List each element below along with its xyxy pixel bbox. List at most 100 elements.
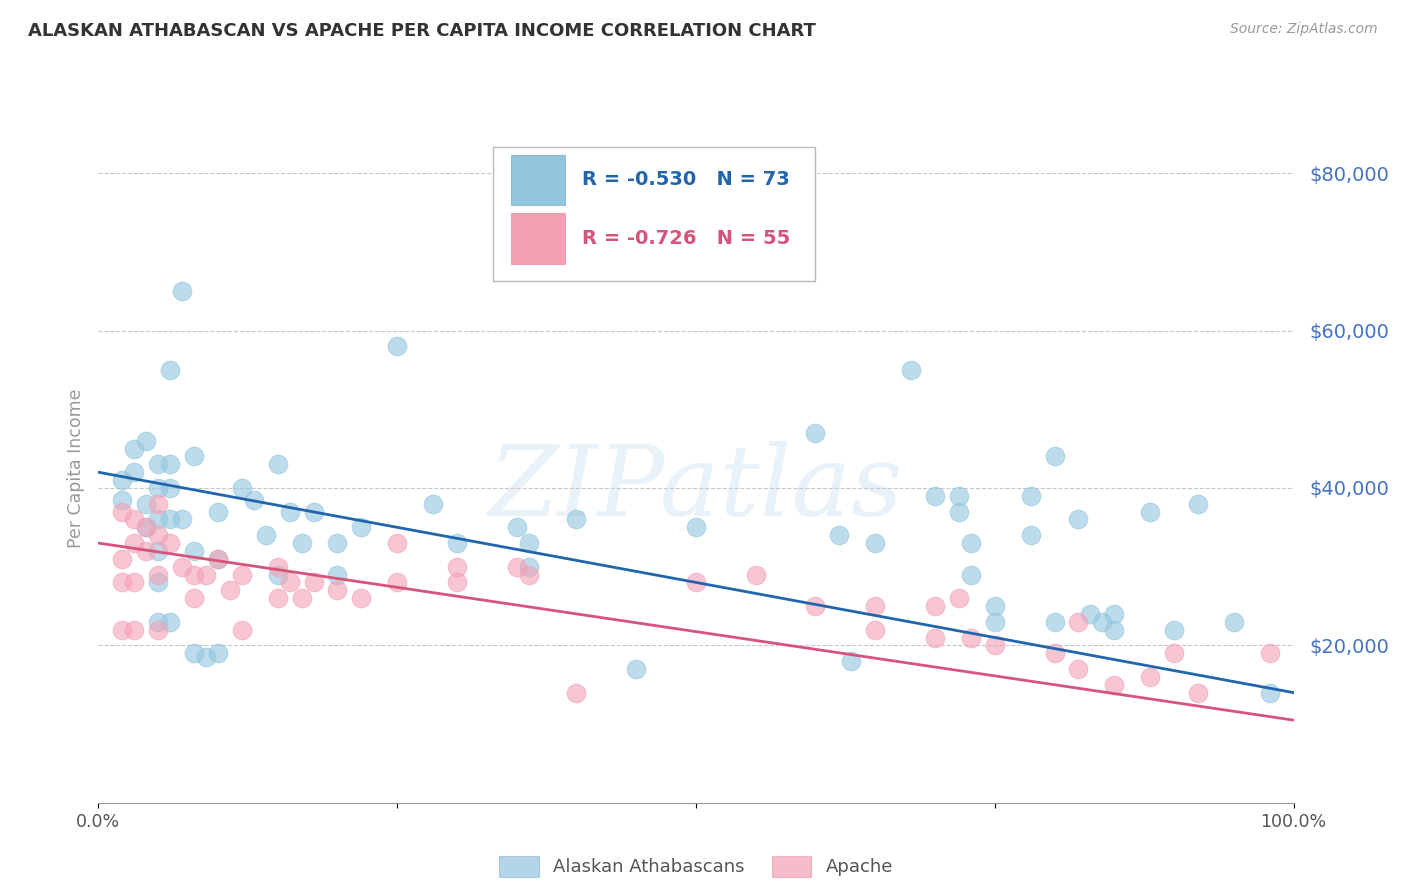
Point	[172, 284, 194, 298]
Point	[124, 575, 146, 590]
Point	[290, 591, 312, 606]
Point	[159, 512, 181, 526]
Point	[124, 465, 146, 479]
Point	[1067, 615, 1090, 629]
Point	[194, 567, 217, 582]
Point	[385, 575, 409, 590]
Point	[1019, 489, 1042, 503]
Point	[385, 339, 409, 353]
Point	[1043, 450, 1066, 464]
Point	[1019, 528, 1042, 542]
Point	[685, 575, 707, 590]
Point	[135, 544, 157, 558]
Point	[172, 559, 194, 574]
Point	[159, 615, 181, 629]
Point	[1139, 505, 1161, 519]
Point	[517, 567, 540, 582]
Point	[231, 567, 253, 582]
Point	[326, 536, 349, 550]
Point	[350, 520, 373, 534]
Point	[506, 559, 529, 574]
Point	[517, 536, 540, 550]
Point	[1222, 615, 1246, 629]
Bar	[510, 154, 565, 205]
Point	[219, 583, 242, 598]
Point	[278, 575, 301, 590]
Point	[111, 492, 134, 507]
Point	[267, 567, 290, 582]
Point	[111, 505, 134, 519]
Point	[1067, 662, 1090, 676]
Text: ALASKAN ATHABASCAN VS APACHE PER CAPITA INCOME CORRELATION CHART: ALASKAN ATHABASCAN VS APACHE PER CAPITA …	[28, 22, 815, 40]
Point	[148, 615, 170, 629]
Point	[159, 536, 181, 550]
Point	[183, 567, 205, 582]
Point	[302, 575, 325, 590]
Point	[863, 599, 886, 613]
Point	[1258, 685, 1281, 699]
Point	[745, 567, 768, 582]
Point	[1102, 623, 1125, 637]
Point	[183, 544, 205, 558]
Point	[948, 591, 970, 606]
Point	[1102, 607, 1125, 621]
Point	[924, 631, 946, 645]
Point	[446, 575, 468, 590]
Point	[135, 497, 157, 511]
Point	[506, 520, 529, 534]
Point	[1080, 607, 1102, 621]
Legend: Alaskan Athabascans, Apache: Alaskan Athabascans, Apache	[492, 849, 900, 884]
Point	[804, 425, 827, 440]
Point	[111, 575, 134, 590]
Point	[124, 536, 146, 550]
Point	[148, 528, 170, 542]
Point	[959, 631, 981, 645]
Text: R = -0.726   N = 55: R = -0.726 N = 55	[582, 229, 790, 248]
Point	[254, 528, 277, 542]
Point	[1043, 646, 1066, 660]
Point	[983, 615, 1005, 629]
Point	[148, 481, 170, 495]
Point	[446, 536, 468, 550]
Point	[326, 567, 349, 582]
Text: R = -0.530   N = 73: R = -0.530 N = 73	[582, 170, 790, 189]
Point	[1139, 670, 1161, 684]
Point	[148, 575, 170, 590]
Point	[948, 505, 970, 519]
Point	[207, 505, 229, 519]
Point	[148, 567, 170, 582]
Point	[124, 512, 146, 526]
Point	[159, 458, 181, 472]
Point	[1163, 646, 1185, 660]
Point	[278, 505, 301, 519]
Point	[959, 567, 981, 582]
Point	[565, 512, 588, 526]
Point	[231, 623, 253, 637]
Point	[685, 520, 707, 534]
Bar	[510, 213, 565, 264]
Point	[290, 536, 312, 550]
Point	[183, 450, 205, 464]
Point	[517, 559, 540, 574]
Point	[863, 623, 886, 637]
Point	[804, 599, 827, 613]
Point	[148, 623, 170, 637]
Point	[172, 512, 194, 526]
Point	[350, 591, 373, 606]
Point	[302, 505, 325, 519]
Point	[135, 520, 157, 534]
Point	[326, 583, 349, 598]
Point	[267, 458, 290, 472]
Point	[124, 623, 146, 637]
Point	[267, 559, 290, 574]
Point	[231, 481, 253, 495]
Point	[207, 646, 229, 660]
Point	[135, 434, 157, 448]
Point	[159, 481, 181, 495]
Point	[148, 458, 170, 472]
Point	[959, 536, 981, 550]
Point	[183, 591, 205, 606]
Text: Source: ZipAtlas.com: Source: ZipAtlas.com	[1230, 22, 1378, 37]
Point	[124, 442, 146, 456]
Y-axis label: Per Capita Income: Per Capita Income	[66, 389, 84, 548]
